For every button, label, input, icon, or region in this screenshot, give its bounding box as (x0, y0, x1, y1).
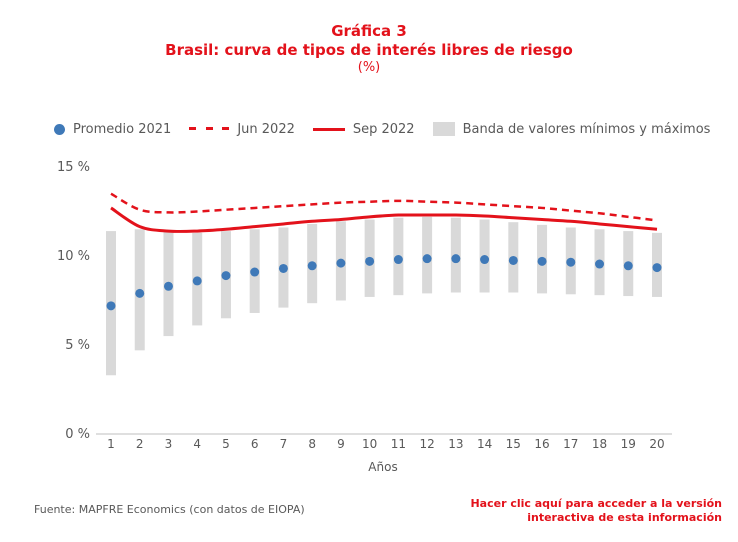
chart-unit: (%) (357, 60, 381, 75)
x-tick-label: 8 (308, 437, 316, 451)
promedio-2021-point (451, 254, 461, 264)
source-note: Fuente: MAPFRE Economics (con datos de E… (34, 503, 305, 516)
legend-label: Banda de valores mínimos y máximos (462, 121, 711, 137)
jun-2022-line (110, 192, 658, 222)
interactive-version-link[interactable]: Hacer clic aquí para acceder a la versió… (470, 497, 722, 525)
x-tick-label: 20 (649, 437, 664, 451)
legend-label: Jun 2022 (237, 121, 295, 137)
x-tick-label: 18 (592, 437, 607, 451)
x-tick-label: 2 (136, 437, 144, 451)
promedio-2021-point (106, 301, 116, 311)
line-series (110, 192, 658, 233)
legend-dot-swatch (54, 123, 65, 135)
x-tick-label: 12 (419, 437, 434, 451)
legend-label: Sep 2022 (352, 121, 415, 137)
promedio-2021-point (508, 255, 518, 265)
link-line-1[interactable]: Hacer clic aquí para acceder a la versió… (470, 497, 722, 510)
legend-item-promedio-2021: Promedio 2021 (54, 122, 171, 137)
x-tick-label: 11 (391, 437, 406, 451)
promedio-2021-point (595, 259, 605, 269)
promedio-2021-series (106, 254, 662, 311)
promedio-2021-point (163, 281, 173, 291)
x-tick-label: 15 (506, 437, 521, 451)
x-tick-label: 13 (448, 437, 463, 451)
x-tick-label: 9 (337, 437, 345, 451)
promedio-2021-point (278, 263, 288, 273)
x-tick-label: 6 (251, 437, 259, 451)
x-tick-label: 14 (477, 437, 492, 451)
y-tick-label: 5 % (65, 338, 90, 353)
x-tick-label: 10 (362, 437, 377, 451)
x-tick-label: 3 (165, 437, 173, 451)
legend-solid-swatch (312, 127, 345, 131)
x-tick-label: 4 (193, 437, 201, 451)
x-axis-title: Años (368, 460, 397, 474)
legend-label: Promedio 2021 (73, 121, 172, 137)
promedio-2021-point (393, 255, 403, 265)
x-tick-label: 19 (621, 437, 636, 451)
promedio-2021-point (192, 276, 202, 286)
y-tick-label: 15 % (57, 160, 90, 175)
legend-band-swatch (432, 122, 455, 136)
promedio-2021-point (480, 255, 490, 265)
y-tick-label: 0 % (65, 427, 90, 442)
promedio-2021-point (422, 254, 432, 264)
chart-legend: Promedio 2021 Jun 2022 Sep 2022 Banda de… (54, 119, 728, 139)
legend-dashed-swatch (189, 127, 230, 131)
link-line-2[interactable]: interactiva de esta información (527, 511, 722, 524)
promedio-2021-point (221, 271, 231, 281)
x-tick-label: 7 (280, 437, 288, 451)
promedio-2021-point (537, 256, 547, 266)
promedio-2021-point (566, 257, 576, 267)
x-tick-label: 16 (534, 437, 549, 451)
y-tick-label: 10 % (57, 249, 90, 264)
legend-item-sep-2022: Sep 2022 (312, 121, 415, 137)
x-tick-label: 1 (107, 437, 115, 451)
x-tick-label: 5 (222, 437, 230, 451)
promedio-2021-point (135, 288, 145, 298)
chart-title-block: Gráfica 3 Brasil: curva de tipos de inte… (0, 22, 738, 76)
chart-title: Brasil: curva de tipos de interés libres… (165, 41, 573, 59)
x-tick-label: 17 (563, 437, 578, 451)
promedio-2021-point (336, 258, 346, 268)
legend-item-band: Banda de valores mínimos y máximos (432, 121, 711, 137)
promedio-2021-point (307, 261, 317, 271)
band-series (106, 216, 662, 376)
promedio-2021-point (365, 256, 375, 266)
promedio-2021-point (250, 267, 260, 277)
y-axis-labels: 0 % 5 % 10 % 15 % (57, 160, 90, 442)
x-axis-labels: 1 2 3 4 5 6 7 8 9 10 11 12 13 14 15 16 17 18 19 20 (107, 437, 664, 451)
legend-item-jun-2022: Jun 2022 (189, 122, 295, 137)
sep-2022-line (110, 206, 658, 233)
promedio-2021-point (623, 261, 633, 271)
promedio-2021-point (652, 263, 662, 273)
chart-figure-number: Gráfica 3 (331, 22, 407, 40)
